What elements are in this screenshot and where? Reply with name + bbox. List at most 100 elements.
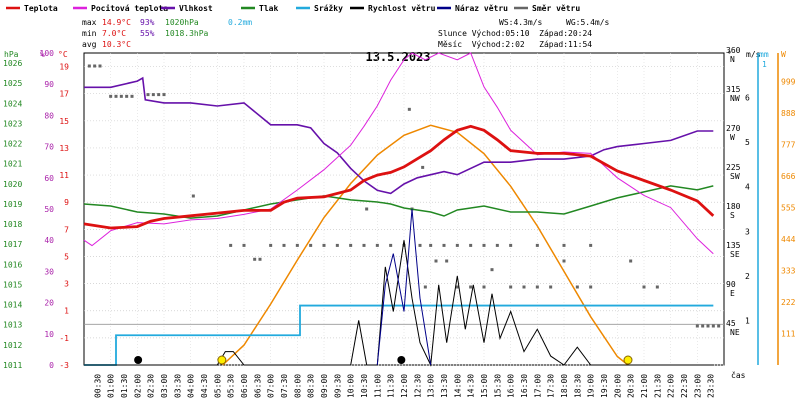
temp-tick-3: 15 (59, 117, 69, 126)
hour-tick-7: 03:30 (173, 374, 182, 398)
series-pressure (83, 185, 714, 219)
legend-label-1: Teplota (24, 4, 58, 13)
hour-tick-8: 04:00 (187, 374, 196, 398)
hpa-tick-8: 1019 (3, 200, 22, 209)
hum-tick-9: 20 (44, 299, 54, 308)
hpa-tick-12: 1015 (3, 280, 22, 289)
wind-dir-point-38 (535, 243, 539, 247)
hour-tick-10: 05:00 (213, 374, 222, 398)
chart-legend: Teplota Pocitová teplota Vlhkost Tlak Srážky… (6, 3, 580, 13)
dir-tick-5: 180 (726, 202, 741, 211)
hour-tick-5: 02:30 (147, 374, 156, 398)
wind-dir-point-44 (423, 285, 427, 289)
wind-dir-point-31 (429, 243, 433, 247)
wind-dir-point-17 (258, 257, 262, 261)
wind-dir-point-49 (482, 285, 486, 289)
stat-max-press: 1020hPa (165, 18, 199, 27)
wind-dir-point-33 (455, 243, 459, 247)
wind-dir-point-30 (418, 243, 422, 247)
ms-axis-label: m/s (746, 50, 761, 59)
hour-tick-43: 21:30 (653, 374, 662, 398)
temp-tick-9: 3 (64, 280, 69, 289)
wind-dir-point-55 (562, 259, 566, 263)
wind-dir-point-59 (642, 285, 646, 289)
wind-dir-point-5 (114, 94, 118, 98)
stat-moon: Měsíc Východ:2:02 Západ:11:54 (438, 40, 592, 49)
hpa-tick-9: 1018 (3, 220, 22, 229)
wind-dir-point-32 (442, 243, 446, 247)
hour-tick-6: 03:00 (160, 374, 169, 398)
dir-name-7: E (730, 289, 735, 298)
temp-tick-6: 9 (64, 198, 69, 207)
dir-name-6: SE (730, 250, 740, 259)
hpa-tick-7: 1020 (3, 180, 22, 189)
hour-tick-11: 05:30 (227, 374, 236, 398)
hpa-tick-13: 1014 (3, 301, 22, 310)
hum-tick-11: 0 (49, 361, 54, 370)
wind-dir-point-48 (469, 285, 473, 289)
legend-label-8: Směr větru (532, 3, 580, 13)
wind-dir-point-7 (125, 94, 129, 98)
stat-max-temp: 14.9°C (102, 18, 131, 27)
wind-dir-point-2 (93, 64, 97, 68)
dir-tick-8: 45 (726, 319, 736, 328)
wind-dir-point-34 (469, 243, 473, 247)
ms-tick-3: 4 (745, 183, 750, 192)
legend-label-6: Rychlost větru (368, 3, 436, 13)
hour-tick-36: 18:00 (560, 374, 569, 398)
hour-tick-44: 22:00 (667, 374, 676, 398)
wind-dir-point-56 (575, 285, 579, 289)
hum-tick-3: 80 (44, 111, 54, 120)
wind-dir-point-35 (482, 243, 486, 247)
wind-dir-point-50 (490, 268, 494, 272)
sun-marker-1 (217, 355, 227, 365)
hpa-tick-10: 1017 (3, 240, 22, 249)
hour-tick-22: 11:00 (373, 374, 382, 398)
wind-dir-point-51 (509, 285, 513, 289)
w-tick-6: 444 (781, 235, 796, 244)
wind-dir-point-64 (711, 324, 715, 328)
w-tick-8: 222 (781, 298, 796, 307)
dir-tick-3: 270 (726, 124, 741, 133)
moon-marker-1 (134, 356, 143, 364)
hour-tick-28: 14:00 (453, 374, 462, 398)
wind-dir-point-62 (701, 324, 705, 328)
series-wind-speed (84, 240, 714, 367)
wind-dir-point-52 (522, 285, 526, 289)
dir-tick-1: 360 (726, 46, 741, 55)
temp-tick-2: 17 (59, 90, 69, 99)
wind-dir-point-41 (365, 207, 369, 211)
wind-dir-point-46 (445, 259, 449, 263)
mm-tick-1: 1 (762, 60, 767, 69)
hpa-tick-11: 1016 (3, 260, 22, 269)
wind-dir-point-10 (151, 93, 155, 97)
wind-dir-point-18 (269, 243, 273, 247)
wind-dir-point-37 (509, 243, 513, 247)
hour-tick-23: 11:30 (387, 374, 396, 398)
wind-dir-point-53 (535, 285, 539, 289)
w-axis-label: W (781, 50, 786, 59)
w-tick-7: 333 (781, 267, 796, 276)
ms-tick-6: 1 (745, 316, 750, 325)
hpa-tick-16: 1011 (3, 361, 22, 370)
wind-dir-point-54 (549, 285, 553, 289)
series-wind-gust (376, 208, 432, 366)
legend-label-3: Vlhkost (179, 4, 213, 13)
hour-tick-9: 04:30 (200, 374, 209, 398)
hour-tick-29: 14:30 (467, 374, 476, 398)
hour-tick-42: 21:00 (640, 374, 649, 398)
wind-dir-point-9 (146, 93, 150, 97)
wind-dir-point-15 (242, 243, 246, 247)
hour-tick-16: 08:00 (293, 374, 302, 398)
legend-label-5: Srážky (314, 4, 343, 13)
hpa-tick-15: 1012 (3, 341, 22, 350)
hour-tick-3: 01:30 (120, 374, 129, 398)
hour-tick-45: 22:30 (680, 374, 689, 398)
stat-rain: 0.2mm (228, 18, 252, 27)
wind-dir-point-12 (162, 93, 166, 97)
wind-dir-point-4 (109, 94, 113, 98)
wind-dir-point-11 (157, 93, 161, 97)
wind-dir-point-57 (589, 285, 593, 289)
hpa-tick-14: 1013 (3, 321, 22, 330)
wind-dir-point-65 (717, 324, 721, 328)
